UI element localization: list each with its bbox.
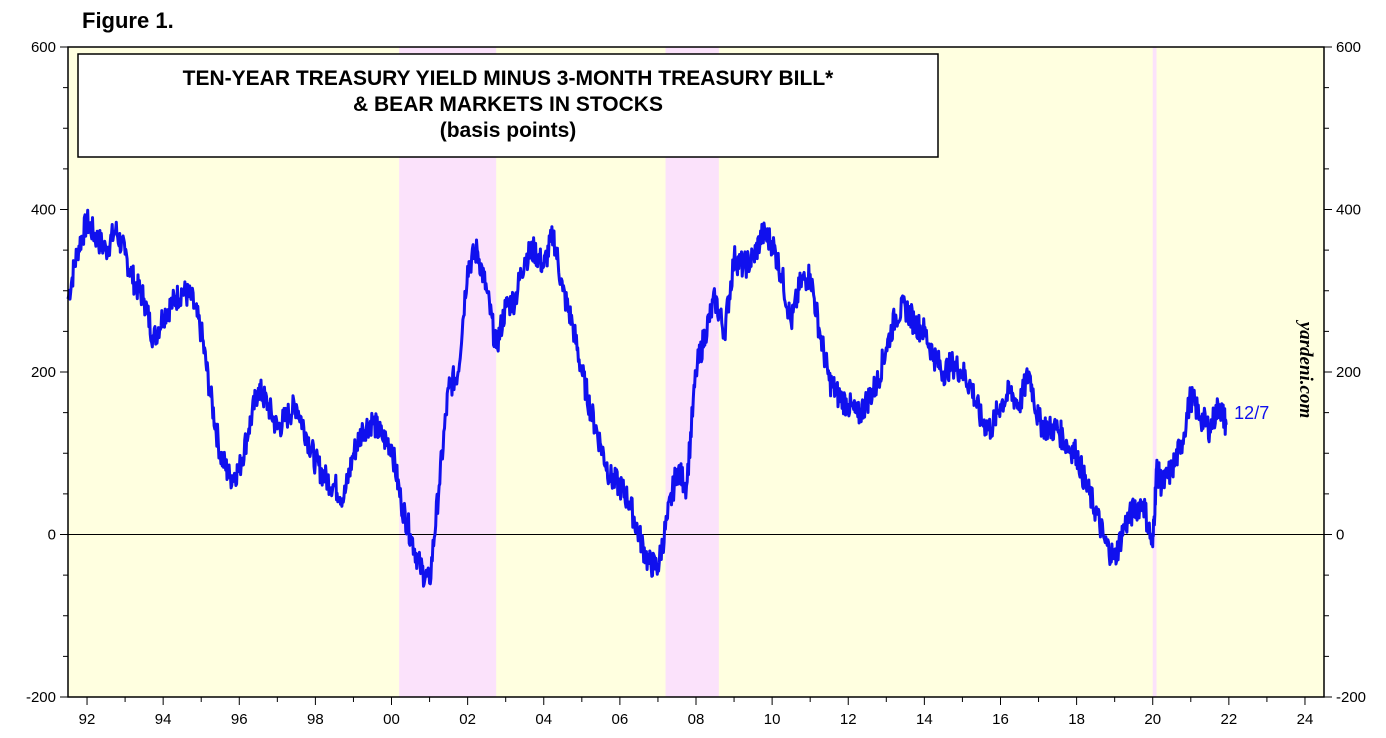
x-tick-label: 24 (1297, 711, 1314, 728)
axis-ticks (60, 46, 1332, 705)
x-tick-label: 16 (992, 711, 1009, 728)
y-axis-right-labels: -200 0 200 400 600 (1336, 39, 1366, 706)
x-tick-label: 18 (1068, 711, 1085, 728)
title-box: TEN-YEAR TREASURY YIELD MINUS 3-MONTH TR… (77, 53, 939, 158)
chart-title-line-1: TEN-YEAR TREASURY YIELD MINUS 3-MONTH TR… (183, 67, 834, 90)
y-tick-label-right: 200 (1336, 364, 1361, 381)
x-tick-label: 04 (535, 711, 552, 728)
y-tick-label-right: -200 (1336, 689, 1366, 706)
x-tick-label: 94 (155, 711, 172, 728)
x-axis-labels: 92 94 96 98 00 02 04 06 08 10 12 14 16 18 20 22 24 (79, 711, 1314, 728)
chart-title-line-2: & BEAR MARKETS IN STOCKS (353, 93, 663, 116)
x-tick-label: 92 (79, 711, 96, 728)
chart-title-line-3: (basis points) (440, 119, 577, 142)
x-tick-label: 98 (307, 711, 324, 728)
y-tick-label-left: 400 (31, 202, 56, 219)
y-tick-label-right: 0 (1336, 527, 1344, 544)
x-tick-label: 06 (612, 711, 629, 728)
x-tick-label: 22 (1221, 711, 1238, 728)
title-box-frame (77, 53, 939, 158)
y-axis-left-labels: -200 0 200 400 600 (26, 39, 56, 706)
y-tick-label-left: 200 (31, 364, 56, 381)
yield-spread-line (66, 208, 1228, 588)
x-tick-label: 02 (459, 711, 476, 728)
x-tick-label: 20 (1144, 711, 1161, 728)
y-tick-label-left: 0 (48, 527, 56, 544)
x-tick-label: 12 (840, 711, 857, 728)
x-tick-label: 14 (916, 711, 933, 728)
y-tick-label-left: 600 (31, 39, 56, 56)
watermark: yardeni.com (1295, 320, 1316, 419)
x-tick-label: 96 (231, 711, 248, 728)
x-tick-label: 00 (383, 711, 400, 728)
y-tick-label-left: -200 (26, 689, 56, 706)
y-tick-label-right: 400 (1336, 202, 1361, 219)
y-tick-label-right: 600 (1336, 39, 1361, 56)
figure-label: Figure 1. (82, 8, 174, 33)
bear-market-band-3 (1152, 47, 1157, 697)
end-label: 12/7 (1234, 403, 1269, 423)
series-line (66, 208, 1228, 588)
x-tick-label: 08 (688, 711, 705, 728)
x-tick-label: 10 (764, 711, 781, 728)
